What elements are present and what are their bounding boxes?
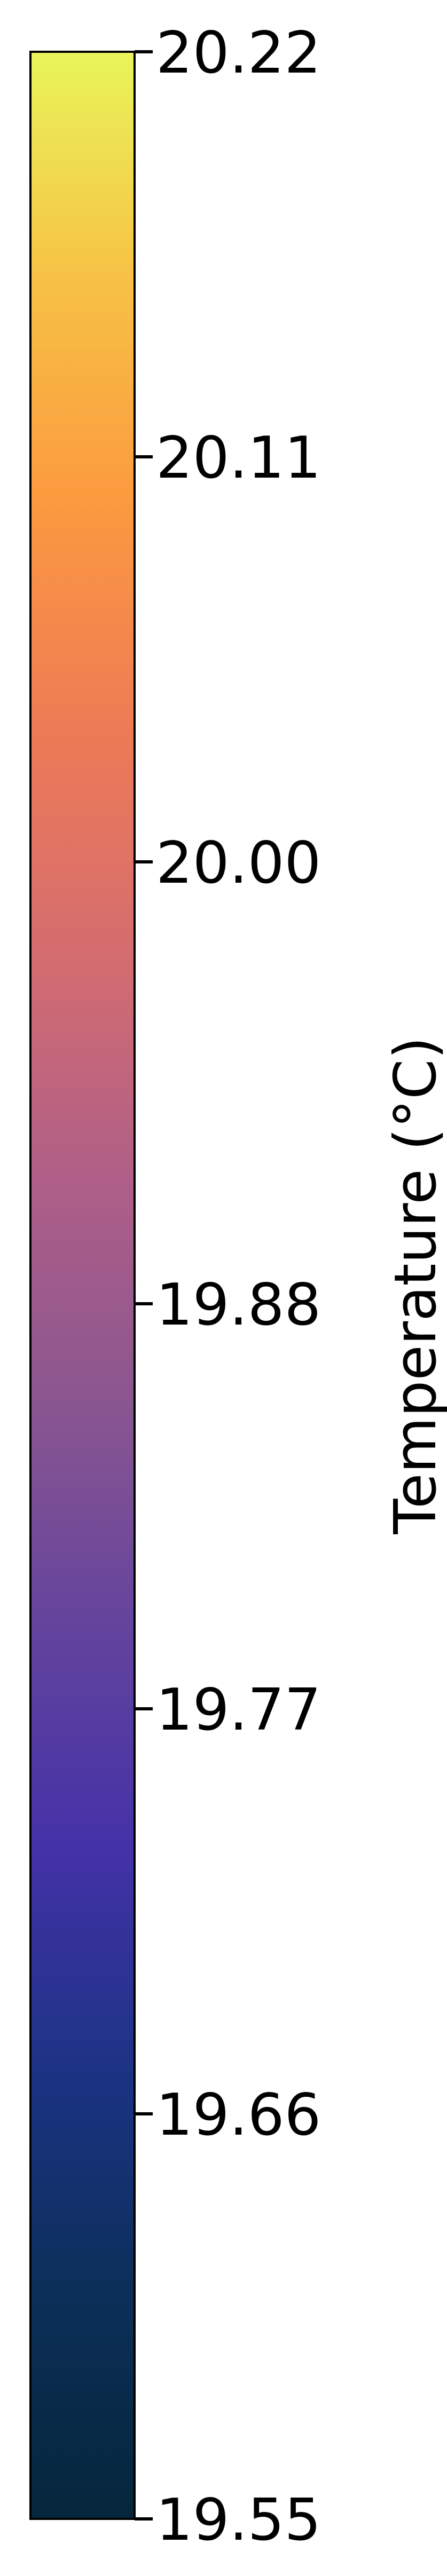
- colorbar-bar: [29, 51, 136, 2520]
- tick-label: 20.22: [156, 20, 321, 86]
- tick-label: 19.55: [156, 2487, 321, 2554]
- colorbar-ticks: 19.55 19.66 19.77 19.88 20.00 20.11 20.22: [135, 20, 321, 2554]
- tick-label: 20.00: [156, 830, 321, 897]
- colorbar-axis-label: Temperature (°C): [382, 1036, 447, 1534]
- tick-label: 19.66: [156, 2082, 321, 2149]
- tick-label: 19.88: [156, 1272, 321, 1338]
- tick-label: 20.11: [156, 425, 321, 492]
- tick-label: 19.77: [156, 1677, 321, 1743]
